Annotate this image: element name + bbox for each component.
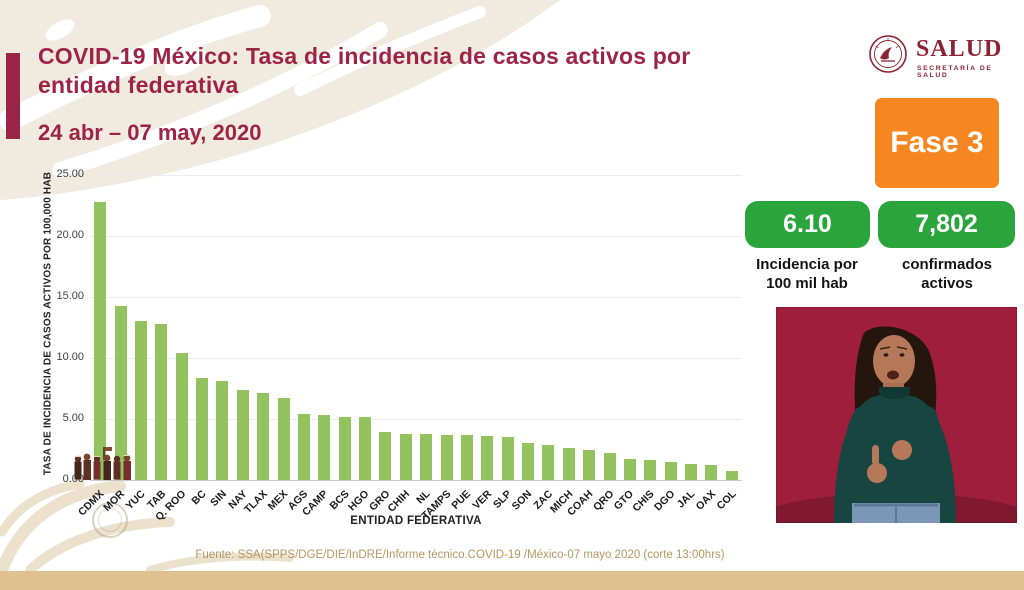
bar-AGS (297, 414, 310, 480)
bar-ZAC (542, 445, 555, 480)
bar-SIN (216, 381, 229, 480)
y-tick-label: 20.00 (56, 229, 84, 241)
bar-HGO (359, 416, 372, 480)
bar-NL (420, 433, 433, 480)
x-tick-label: SIN (208, 488, 229, 509)
x-tick-label: QRO (590, 488, 617, 514)
accent-bar (6, 53, 20, 139)
x-tick-label: BC (189, 488, 209, 508)
x-tick-label: COL (714, 488, 739, 513)
salud-seal-icon (869, 35, 907, 73)
bar-TLAX (257, 393, 270, 480)
x-tick-label: OAX (693, 488, 718, 513)
incidence-value-badge: 6.10 (745, 201, 870, 248)
x-tick-label: JAL (675, 488, 698, 511)
bar-COL (725, 471, 738, 480)
bar-MICH (562, 448, 575, 480)
bar-QRO (603, 453, 616, 480)
bar-OAX (705, 464, 718, 480)
bar-CHIS (644, 460, 657, 480)
bar-TAMPS (440, 434, 453, 480)
x-tick-label: BCS (327, 488, 352, 513)
bar-PUE (460, 434, 473, 480)
gridline (90, 297, 742, 298)
x-tick-label: MEX (265, 488, 291, 513)
x-tick-label: MOR (101, 488, 128, 514)
sign-language-interpreter-video (776, 307, 1017, 523)
bar-TAB (155, 323, 168, 480)
bar-SLP (501, 437, 514, 480)
bar-CAMP (318, 415, 331, 480)
gridline (90, 175, 742, 176)
x-tick-label: SLP (491, 488, 515, 511)
active-cases-label-line1: confirmados (901, 256, 992, 273)
x-axis-title: ENTIDAD FEDERATIVA (350, 515, 482, 527)
x-tick-label: VER (470, 488, 494, 512)
x-tick-label: SON (509, 488, 535, 513)
salud-subtitle: SECRETARÍA DE SALUD (917, 65, 993, 79)
incidence-label: Incidencia por 100 mil hab (732, 256, 882, 294)
y-tick-label: 5.00 (62, 412, 84, 424)
incidence-label-line2: 100 mil hab (766, 274, 848, 292)
phase-badge: Fase 3 (875, 98, 999, 188)
x-tick-label: HGO (346, 488, 372, 514)
bar-DGO (664, 461, 677, 480)
bar-BC (196, 377, 209, 480)
bar-GRO (379, 432, 392, 480)
x-tick-label: CHIH (385, 488, 413, 515)
seal-watermark (92, 502, 128, 538)
bar-Q. ROO (175, 353, 188, 480)
bar-JAL (685, 463, 698, 480)
incidence-label-line1: Incidencia por (756, 256, 858, 273)
page-title: COVID-19 México: Tasa de incidencia de c… (38, 43, 691, 99)
bar-SON (522, 443, 535, 480)
salud-logo: SALUD SECRETARÍA DE SALUD (868, 32, 1018, 82)
x-tick-label: PUE (449, 488, 474, 512)
x-tick-label: DGO (651, 488, 678, 514)
bar-NAY (236, 389, 249, 480)
y-tick-label: 25.00 (56, 168, 84, 180)
active-cases-label-line2: activos (921, 274, 973, 292)
active-cases-label: confirmados activos (872, 256, 1022, 294)
gridline (90, 358, 742, 359)
y-tick-label: 10.00 (56, 351, 84, 363)
bar-CDMX (94, 201, 107, 480)
bar-COAH (583, 449, 596, 480)
bar-MEX (277, 398, 290, 480)
historical-figures-decoration (74, 447, 131, 480)
bar-BCS (338, 416, 351, 480)
bottom-band (0, 571, 1024, 590)
active-cases-value-badge: 7,802 (878, 201, 1015, 248)
bar-YUC (134, 321, 147, 480)
gridline (90, 419, 742, 420)
y-tick-label: 15.00 (56, 290, 84, 302)
y-axis-title: TASA DE INCIDENCIA DE CASOS ACTIVOS POR … (42, 171, 54, 476)
salud-wordmark: SALUD (916, 36, 1003, 62)
source-note: Fuente: SSA(SPPS/DGE/DIE/InDRE/Informe t… (195, 549, 725, 561)
bar-CHIH (399, 433, 412, 480)
gridline (90, 480, 742, 481)
bar-MOR (114, 305, 127, 480)
date-range: 24 abr – 07 may, 2020 (38, 120, 262, 145)
x-tick-label: CHIS (630, 488, 657, 515)
bar-GTO (623, 458, 636, 480)
gridline (90, 236, 742, 237)
bar-VER (481, 436, 494, 480)
x-tick-label: YUC (123, 488, 148, 513)
